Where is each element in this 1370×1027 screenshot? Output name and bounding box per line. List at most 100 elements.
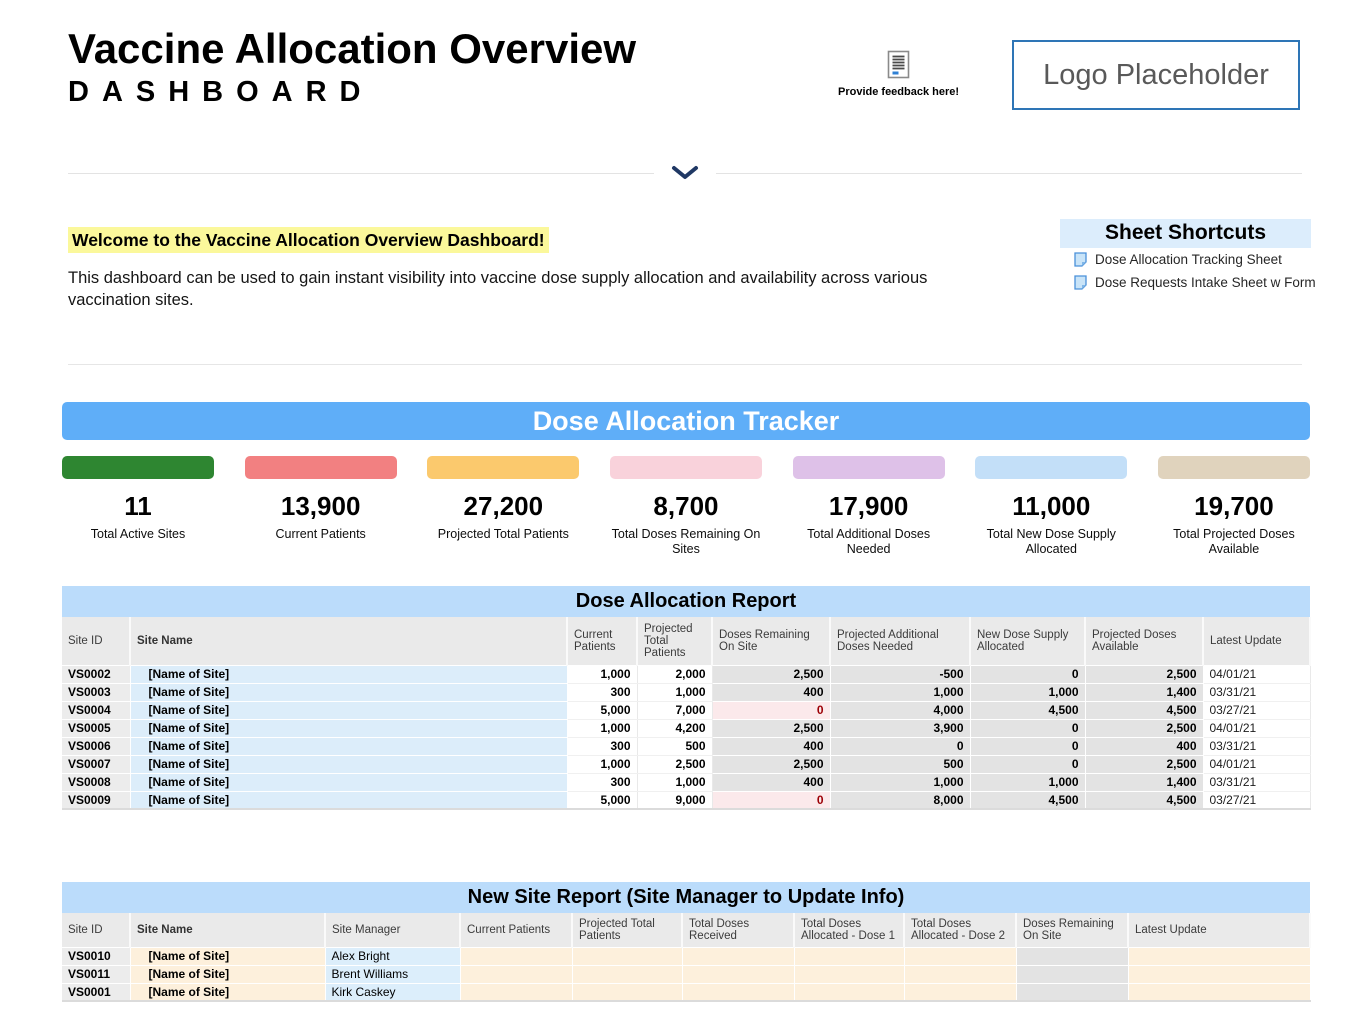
cell-site_name: [Name of Site] bbox=[130, 965, 326, 984]
cell-latest_update: 04/01/21 bbox=[1203, 755, 1311, 774]
feedback-form-icon bbox=[887, 50, 910, 79]
column-header-latest-update: Latest Update bbox=[1203, 617, 1311, 666]
cell-total_doses_allocated_dose_2 bbox=[904, 947, 1017, 966]
cell-latest_update bbox=[1128, 947, 1311, 966]
column-header-projected-total-patients: Projected Total Patients bbox=[572, 913, 683, 948]
cell-latest_update bbox=[1128, 965, 1311, 984]
column-header-site-name: Site Name bbox=[130, 617, 568, 666]
cell-site_name: [Name of Site] bbox=[130, 683, 568, 702]
kpi-value: 27,200 bbox=[463, 491, 544, 521]
kpi-value: 11,000 bbox=[1012, 491, 1091, 521]
cell-new_dose_supply_allocated: 0 bbox=[970, 665, 1086, 684]
cell-current_patients: 5,000 bbox=[567, 701, 638, 720]
welcome-body: This dashboard can be used to gain insta… bbox=[68, 269, 928, 309]
kpi-value: 13,900 bbox=[280, 491, 361, 521]
cell-doses_remaining_on_site bbox=[1016, 965, 1129, 984]
cell-projected_doses_available: 2,500 bbox=[1085, 665, 1204, 684]
cell-total_doses_allocated_dose_1 bbox=[794, 965, 905, 984]
section-divider bbox=[68, 364, 1302, 365]
cell-projected_doses_available: 4,500 bbox=[1085, 791, 1204, 810]
table-row: VS0008 [Name of Site] 300 1,000 400 1,000 1,00… bbox=[62, 773, 1311, 792]
table-row: VS0011 [Name of Site] Brent Williams bbox=[62, 965, 1311, 984]
cell-site_id: VS0010 bbox=[62, 947, 131, 966]
cell-total_doses_received bbox=[682, 983, 795, 1002]
column-header-latest-update: Latest Update bbox=[1128, 913, 1311, 948]
cell-doses_remaining_on_site: 0 bbox=[712, 791, 831, 810]
cell-doses_remaining_on_site: 2,500 bbox=[712, 665, 831, 684]
cell-total_doses_allocated_dose_1 bbox=[794, 947, 905, 966]
cell-site_manager: Alex Bright bbox=[325, 947, 461, 966]
column-header-projected-additional-doses-needed: Projected Additional Doses Needed bbox=[830, 617, 971, 666]
kpi-color-bar bbox=[1157, 456, 1310, 479]
cell-current_patients bbox=[460, 947, 573, 966]
kpi-color-bar bbox=[62, 456, 214, 479]
cell-current_patients: 1,000 bbox=[567, 755, 638, 774]
cell-total_doses_allocated_dose_2 bbox=[904, 983, 1017, 1002]
cell-projected_doses_available: 4,500 bbox=[1085, 701, 1204, 720]
feedback-link[interactable]: Provide feedback here! bbox=[838, 50, 959, 98]
new-site-report: New Site Report (Site Manager to Update … bbox=[62, 882, 1311, 1002]
cell-site_id: VS0007 bbox=[62, 755, 131, 774]
cell-projected_additional_doses_needed: 1,000 bbox=[830, 773, 971, 792]
sheet-shortcuts-list: Dose Allocation Tracking Sheet Dose Reque… bbox=[1060, 248, 1316, 294]
table-row: VS0006 [Name of Site] 300 500 400 0 0 400 03/31/… bbox=[62, 737, 1311, 756]
cell-site_manager: Brent Williams bbox=[325, 965, 461, 984]
cell-new_dose_supply_allocated: 1,000 bbox=[970, 683, 1086, 702]
cell-latest_update: 03/31/21 bbox=[1203, 737, 1311, 756]
cell-latest_update: 04/01/21 bbox=[1203, 719, 1311, 738]
cell-site_id: VS0002 bbox=[62, 665, 131, 684]
kpi-value: 11 bbox=[124, 491, 152, 521]
cell-projected_additional_doses_needed: 4,000 bbox=[830, 701, 971, 720]
kpi-label: Total Doses Remaining On Sites bbox=[611, 527, 761, 556]
column-header-doses-remaining-on-site: Doses Remaining On Site bbox=[1016, 913, 1129, 948]
kpi-card-total-active-sites: 11 Total Active Sites bbox=[62, 456, 214, 557]
cell-site_manager: Kirk Caskey bbox=[325, 983, 461, 1002]
dose-allocation-table: Site ID Site Name Current Patients Projecte… bbox=[62, 617, 1311, 810]
table-header-row: Site ID Site Name Current Patients Projecte… bbox=[62, 617, 1311, 666]
kpi-color-bar bbox=[975, 456, 1128, 479]
cell-projected_total_patients bbox=[572, 983, 683, 1002]
kpi-card-total-additional-doses-needed: 17,900 Total Additional Doses Needed bbox=[792, 456, 945, 557]
cell-site_name: [Name of Site] bbox=[130, 665, 568, 684]
sheet-icon bbox=[1074, 252, 1087, 267]
column-header-site-manager: Site Manager bbox=[325, 913, 461, 948]
sheet-shortcut-label: Dose Allocation Tracking Sheet bbox=[1095, 252, 1282, 267]
cell-total_doses_received bbox=[682, 965, 795, 984]
cell-total_doses_allocated_dose_1 bbox=[794, 983, 905, 1002]
cell-doses_remaining_on_site: 400 bbox=[712, 683, 831, 702]
chevron-down-icon[interactable] bbox=[654, 165, 716, 181]
cell-new_dose_supply_allocated: 4,500 bbox=[970, 701, 1086, 720]
cell-projected_additional_doses_needed: 3,900 bbox=[830, 719, 971, 738]
sheet-shortcut-link[interactable]: Dose Requests Intake Sheet w Form bbox=[1060, 271, 1316, 294]
cell-total_doses_received bbox=[682, 947, 795, 966]
column-header-site-id: Site ID bbox=[62, 617, 131, 666]
cell-projected_total_patients: 4,200 bbox=[637, 719, 713, 738]
cell-site_id: VS0006 bbox=[62, 737, 131, 756]
cell-latest_update bbox=[1128, 983, 1311, 1002]
kpi-label: Current Patients bbox=[275, 527, 366, 541]
cell-latest_update: 03/31/21 bbox=[1203, 683, 1311, 702]
header: Vaccine Allocation Overview DASHBOARD bbox=[68, 26, 636, 109]
cell-site_name: [Name of Site] bbox=[130, 947, 326, 966]
welcome-headline: Welcome to the Vaccine Allocation Overvi… bbox=[68, 227, 1003, 253]
cell-latest_update: 04/01/21 bbox=[1203, 665, 1311, 684]
cell-projected_additional_doses_needed: 500 bbox=[830, 755, 971, 774]
cell-current_patients bbox=[460, 983, 573, 1002]
cell-site_id: VS0004 bbox=[62, 701, 131, 720]
column-header-total-doses-received: Total Doses Received bbox=[682, 913, 795, 948]
table-row: VS0010 [Name of Site] Alex Bright bbox=[62, 947, 1311, 966]
kpi-label: Total Projected Doses Available bbox=[1173, 527, 1295, 556]
cell-projected_doses_available: 400 bbox=[1085, 737, 1204, 756]
kpi-label: Total New Dose Supply Allocated bbox=[986, 527, 1116, 556]
table-row: VS0009 [Name of Site] 5,000 9,000 0 8,000 4,50… bbox=[62, 791, 1311, 810]
sheet-shortcut-link[interactable]: Dose Allocation Tracking Sheet bbox=[1060, 248, 1311, 271]
cell-site_name: [Name of Site] bbox=[130, 737, 568, 756]
cell-current_patients: 300 bbox=[567, 773, 638, 792]
kpi-color-bar bbox=[609, 456, 762, 479]
cell-projected_additional_doses_needed: -500 bbox=[830, 665, 971, 684]
cell-projected_additional_doses_needed: 8,000 bbox=[830, 791, 971, 810]
cell-projected_total_patients: 1,000 bbox=[637, 683, 713, 702]
table-row: VS0001 [Name of Site] Kirk Caskey bbox=[62, 983, 1311, 1002]
cell-site_id: VS0011 bbox=[62, 965, 131, 984]
cell-projected_total_patients: 2,000 bbox=[637, 665, 713, 684]
